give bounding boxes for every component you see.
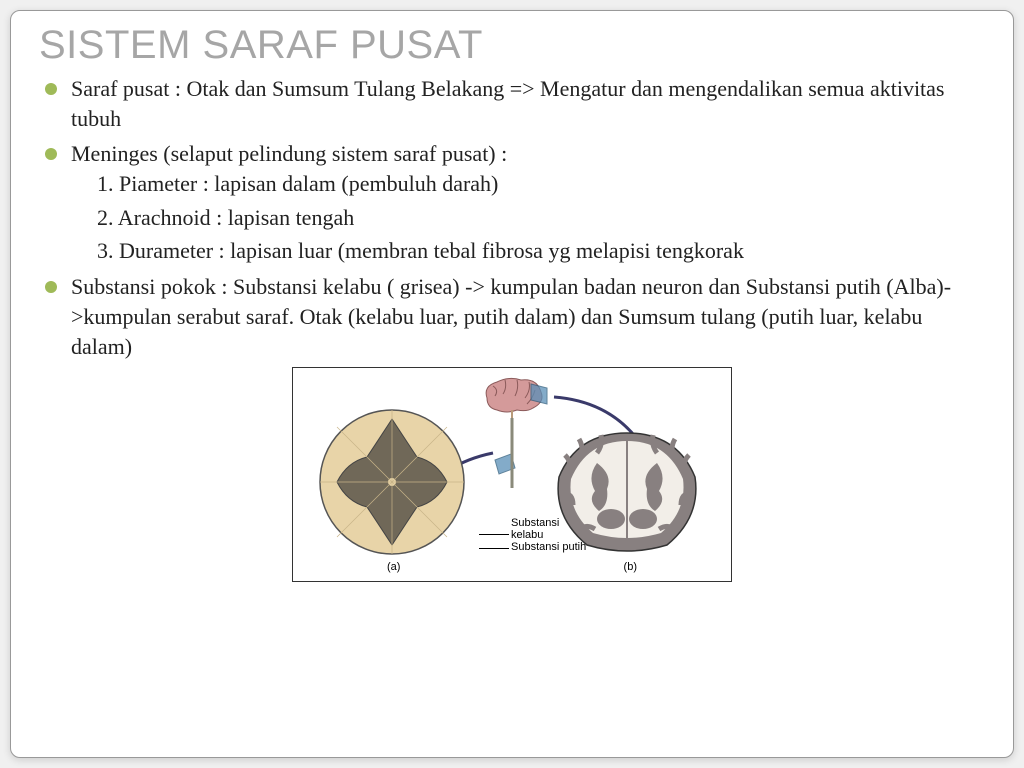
cross-section-a-icon xyxy=(317,407,467,557)
brain-figure: Substansi kelabu Substansi putih (a) (b) xyxy=(292,367,732,582)
figure-label-b: (b) xyxy=(624,560,637,575)
legend-line-white xyxy=(479,548,509,549)
legend-grey-label: Substansi kelabu xyxy=(511,518,567,541)
brain-stem-icon xyxy=(511,418,514,488)
slide-content: Saraf pusat : Otak dan Sumsum Tulang Bel… xyxy=(39,74,985,582)
legend-line-grey xyxy=(479,534,509,535)
slide-title: SISTEM SARAF PUSAT xyxy=(39,23,985,68)
slide: SISTEM SARAF PUSAT Saraf pusat : Otak da… xyxy=(10,10,1014,758)
coronal-plane-icon xyxy=(527,382,551,406)
sub-3: 3. Durameter : lapisan luar (membran teb… xyxy=(71,236,985,266)
sub-2: 2. Arachnoid : lapisan tengah xyxy=(71,203,985,233)
bullet-2: Meninges (selaput pelindung sistem saraf… xyxy=(45,139,985,266)
bullet-list: Saraf pusat : Otak dan Sumsum Tulang Bel… xyxy=(39,74,985,361)
figure-container: Substansi kelabu Substansi putih (a) (b) xyxy=(39,367,985,582)
bullet-2-text: Meninges (selaput pelindung sistem saraf… xyxy=(71,141,507,166)
bullet-3: Substansi pokok : Substansi kelabu ( gri… xyxy=(45,272,985,361)
bullet-1: Saraf pusat : Otak dan Sumsum Tulang Bel… xyxy=(45,74,985,133)
cross-section-b-icon xyxy=(547,427,707,557)
legend-white-label: Substansi putih xyxy=(511,540,586,555)
figure-label-a: (a) xyxy=(387,560,400,575)
sub-1: 1. Piameter : lapisan dalam (pembuluh da… xyxy=(71,169,985,199)
